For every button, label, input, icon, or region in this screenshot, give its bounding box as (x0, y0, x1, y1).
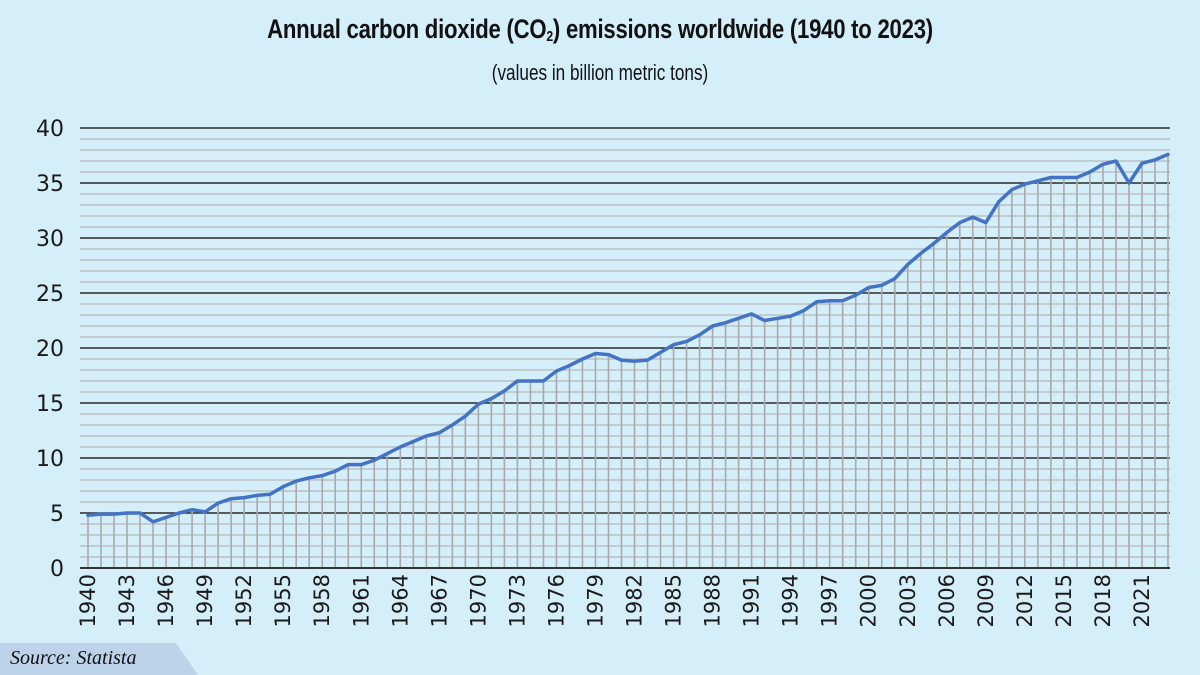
series-line (86, 152, 1170, 524)
chart-subtitle: (values in billion metric tons) (491, 60, 709, 85)
title-text: Annual carbon dioxide (CO (267, 14, 547, 44)
x-tick-label: 1958 (310, 574, 334, 627)
x-tick-label: 1994 (779, 574, 803, 627)
y-tick-label: 0 (50, 557, 64, 582)
x-tick-label: 1949 (193, 574, 217, 627)
x-tick-label: 1973 (505, 574, 529, 627)
x-tick-label: 2009 (974, 574, 998, 627)
x-tick-label: 2015 (1052, 574, 1076, 627)
y-tick-label: 15 (36, 392, 64, 417)
x-tick-label: 1970 (466, 574, 490, 627)
x-tick-label: 2003 (896, 574, 920, 627)
title-text-suffix: ) emissions worldwide (1940 to 2023) (552, 14, 933, 44)
chart-title: Annual carbon dioxide (CO2) emissions wo… (108, 14, 1092, 45)
x-tick-label: 1985 (662, 574, 686, 627)
x-tick-label: 1982 (623, 574, 647, 627)
y-tick-label: 30 (36, 227, 64, 252)
drop-lines (87, 154, 1169, 568)
y-tick-label: 20 (36, 337, 64, 362)
source-banner (0, 643, 198, 675)
series-group (86, 152, 1170, 524)
x-tick-label: 1955 (271, 574, 295, 627)
y-tick-label: 25 (36, 282, 64, 307)
grid-lines (80, 127, 1170, 558)
x-axis-ticks: 1940 1943 1946 1949 1952 1955 1958 1961 1964 1967… (76, 574, 1154, 627)
x-tick-label: 1976 (544, 574, 568, 627)
x-tick-label: 1967 (427, 574, 451, 627)
x-tick-label: 2000 (857, 574, 881, 627)
x-tick-label: 2021 (1130, 574, 1154, 627)
x-tick-label: 1979 (583, 574, 607, 627)
y-axis-ticks: 0 5 10 15 20 25 30 35 40 (36, 117, 64, 582)
x-tick-label: 1961 (349, 574, 373, 627)
title-subscript: 2 (546, 28, 553, 45)
x-tick-label: 1964 (388, 574, 412, 627)
y-tick-label: 35 (36, 172, 64, 197)
x-tick-label: 1988 (701, 574, 725, 627)
x-tick-label: 2012 (1013, 574, 1037, 627)
source-label: Source: Statista (10, 647, 137, 669)
x-tick-label: 1997 (818, 574, 842, 627)
x-tick-label: 1952 (232, 574, 256, 627)
x-tick-label: 1943 (115, 574, 139, 627)
x-tick-label: 1946 (154, 574, 178, 627)
x-tick-label: 1991 (740, 574, 764, 627)
x-tick-label: 1940 (76, 574, 100, 627)
y-tick-label: 5 (50, 502, 64, 527)
x-tick-label: 2018 (1091, 574, 1115, 627)
y-tick-label: 10 (36, 447, 64, 472)
y-tick-label: 40 (36, 117, 64, 142)
x-tick-label: 2006 (935, 574, 959, 627)
